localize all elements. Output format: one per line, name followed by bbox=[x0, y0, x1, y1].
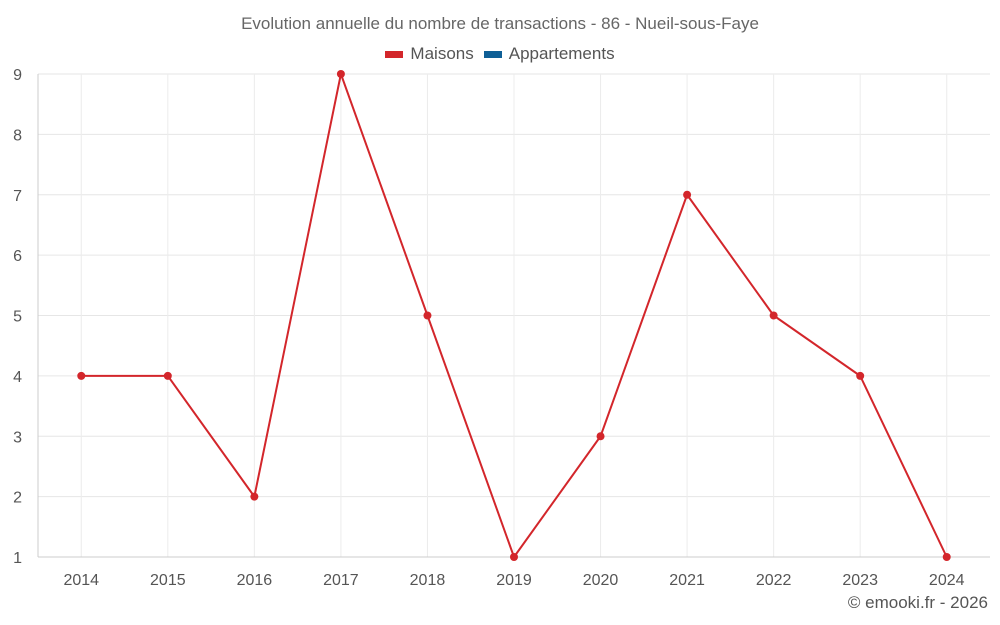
legend: Maisons Appartements bbox=[0, 44, 1000, 64]
data-point bbox=[510, 553, 518, 561]
grid-lines bbox=[38, 73, 990, 558]
y-tick-label: 5 bbox=[13, 309, 22, 326]
credits[interactable]: © emooki.fr - 2026 bbox=[847, 593, 988, 612]
x-tick-label: 2022 bbox=[756, 572, 792, 589]
data-point bbox=[942, 553, 951, 561]
x-tick-label: 2020 bbox=[583, 572, 619, 589]
data-point bbox=[250, 492, 259, 501]
legend-swatch-maisons bbox=[385, 50, 404, 58]
axes: 1 2 3 4 5 6 7 8 9 2014 2015 2016 2017 2018 2019 2020 202… bbox=[13, 67, 990, 589]
legend-item-maisons[interactable]: Maisons bbox=[385, 44, 474, 64]
x-tick-label: 2016 bbox=[237, 572, 273, 589]
chart-title: Evolution annuelle du nombre de transact… bbox=[241, 14, 759, 33]
data-point bbox=[683, 190, 692, 199]
data-point bbox=[77, 371, 86, 380]
y-tick-label: 9 bbox=[13, 67, 22, 84]
legend-item-appartements[interactable]: Appartements bbox=[483, 44, 615, 64]
data-point bbox=[336, 70, 345, 78]
y-tick-label: 3 bbox=[13, 429, 22, 446]
x-tick-label: 2021 bbox=[669, 572, 705, 589]
x-tick-label: 2014 bbox=[63, 572, 99, 589]
x-tick-label: 2024 bbox=[929, 572, 965, 589]
y-tick-label: 2 bbox=[13, 490, 22, 507]
y-tick-label: 6 bbox=[13, 248, 22, 265]
series-maisons bbox=[77, 70, 951, 561]
data-point bbox=[856, 371, 865, 380]
legend-swatch-appartements bbox=[483, 50, 502, 58]
x-tick-label: 2023 bbox=[842, 572, 878, 589]
data-point bbox=[163, 371, 172, 380]
legend-label-maisons: Maisons bbox=[410, 44, 474, 63]
x-tick-label: 2018 bbox=[410, 572, 446, 589]
x-tick-label: 2017 bbox=[323, 572, 359, 589]
x-tick-label: 2019 bbox=[496, 572, 532, 589]
x-tick-label: 2015 bbox=[150, 572, 186, 589]
y-tick-label: 8 bbox=[13, 127, 22, 144]
y-tick-label: 1 bbox=[13, 550, 22, 567]
y-tick-label: 4 bbox=[13, 369, 22, 386]
data-point bbox=[596, 432, 605, 441]
data-point bbox=[769, 311, 778, 320]
legend-label-appartements: Appartements bbox=[508, 44, 615, 63]
data-point bbox=[423, 311, 432, 320]
y-tick-label: 7 bbox=[13, 188, 22, 205]
